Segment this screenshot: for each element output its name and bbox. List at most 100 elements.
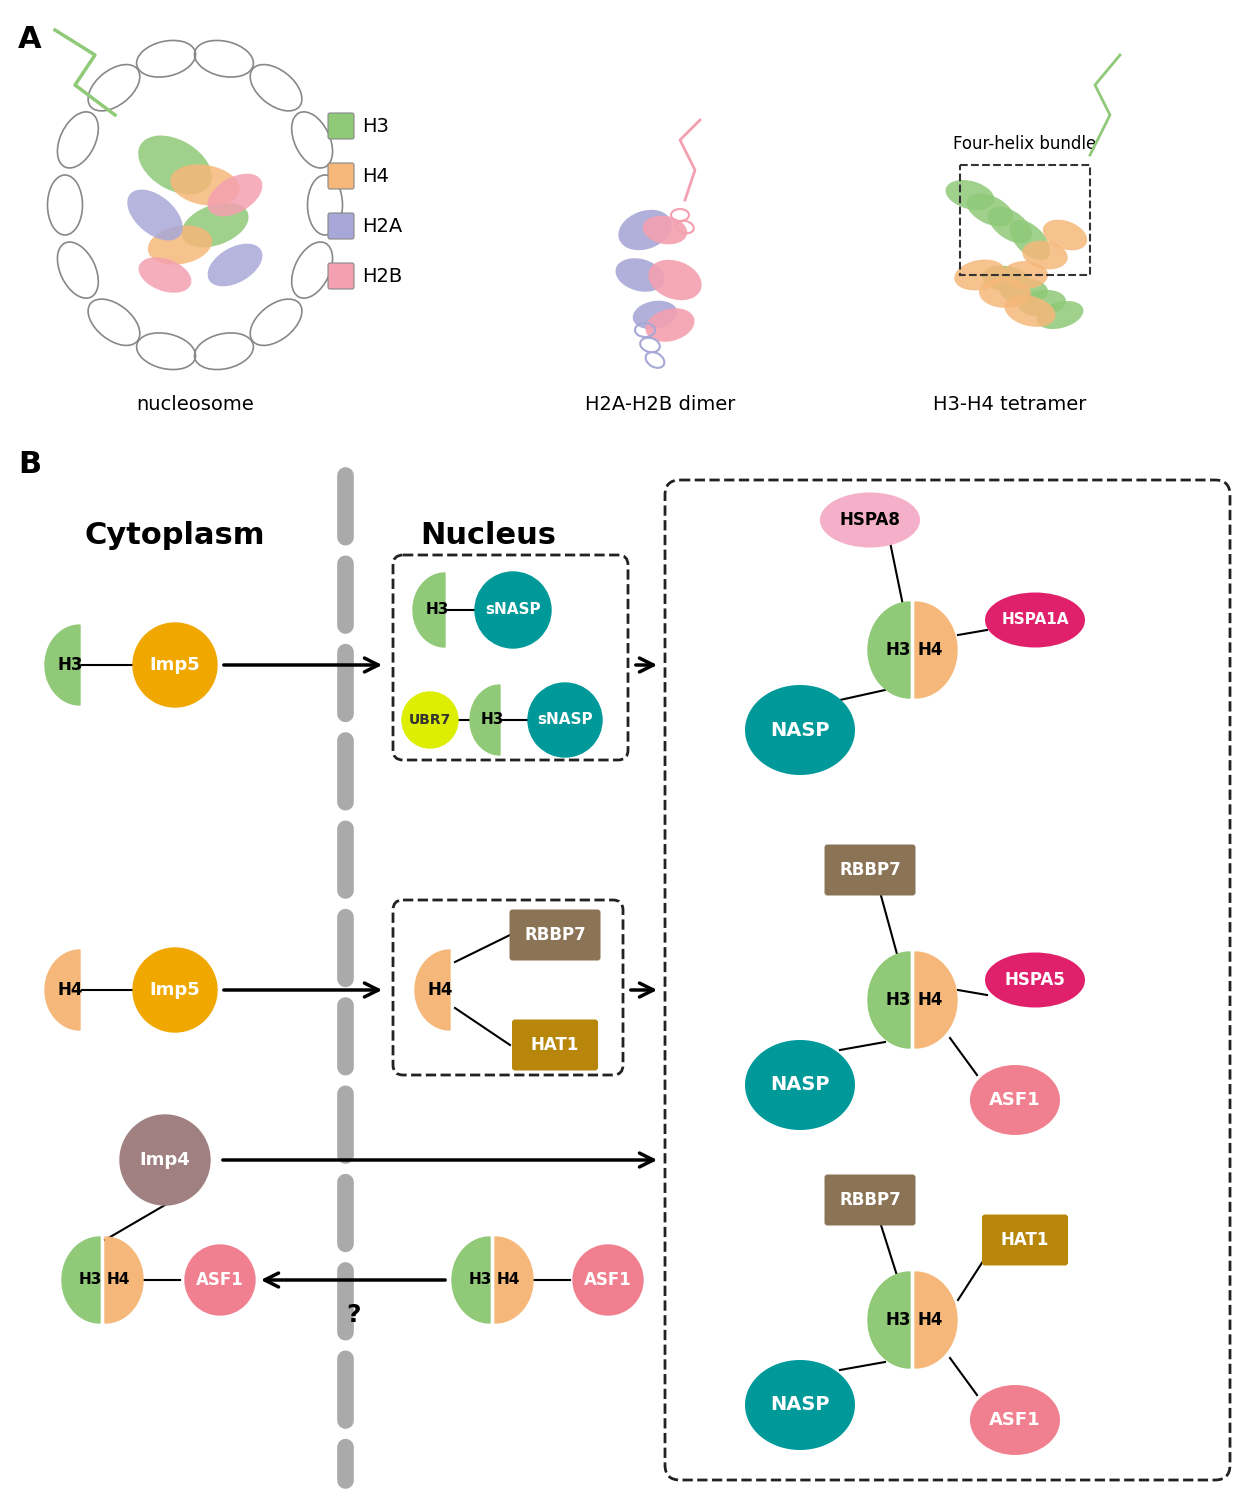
- Ellipse shape: [1019, 290, 1066, 316]
- Polygon shape: [413, 573, 445, 646]
- Text: NASP: NASP: [771, 720, 829, 740]
- Text: HAT1: HAT1: [1001, 1232, 1049, 1250]
- Text: ASF1: ASF1: [584, 1270, 632, 1288]
- Ellipse shape: [170, 165, 239, 206]
- Ellipse shape: [989, 207, 1032, 243]
- FancyBboxPatch shape: [512, 1020, 598, 1071]
- Text: sNASP: sNASP: [538, 712, 593, 728]
- Ellipse shape: [985, 952, 1085, 1008]
- Ellipse shape: [1000, 278, 1048, 304]
- Text: H3: H3: [480, 712, 504, 728]
- Text: H2A-H2B dimer: H2A-H2B dimer: [585, 394, 736, 414]
- Ellipse shape: [966, 194, 1014, 226]
- Ellipse shape: [1010, 219, 1050, 261]
- Text: Cytoplasm: Cytoplasm: [85, 520, 266, 549]
- Text: A: A: [18, 26, 41, 54]
- Text: H3: H3: [425, 603, 449, 618]
- Ellipse shape: [1036, 302, 1084, 328]
- Text: sNASP: sNASP: [485, 603, 541, 618]
- Text: H3-H4 tetramer: H3-H4 tetramer: [933, 394, 1086, 414]
- FancyBboxPatch shape: [328, 112, 355, 140]
- Text: UBR7: UBR7: [408, 712, 451, 728]
- Polygon shape: [415, 950, 450, 1030]
- Ellipse shape: [139, 258, 192, 292]
- Ellipse shape: [982, 266, 1030, 292]
- Polygon shape: [915, 952, 957, 1048]
- Ellipse shape: [128, 189, 183, 240]
- Ellipse shape: [645, 308, 694, 342]
- Ellipse shape: [208, 243, 262, 286]
- Ellipse shape: [1042, 219, 1088, 251]
- Text: ASF1: ASF1: [989, 1412, 1041, 1430]
- Polygon shape: [45, 950, 80, 1030]
- Text: ?: ?: [346, 1304, 361, 1328]
- Text: Four-helix bundle: Four-helix bundle: [954, 135, 1096, 153]
- Ellipse shape: [148, 225, 212, 264]
- Circle shape: [133, 948, 217, 1032]
- Text: H3: H3: [58, 656, 83, 674]
- Text: H4: H4: [58, 981, 83, 999]
- Ellipse shape: [182, 202, 248, 248]
- Text: RBBP7: RBBP7: [840, 1191, 901, 1209]
- Ellipse shape: [985, 592, 1085, 648]
- Text: Imp5: Imp5: [149, 656, 200, 674]
- Circle shape: [185, 1245, 256, 1316]
- Ellipse shape: [615, 258, 664, 292]
- Text: H2A: H2A: [362, 216, 402, 236]
- Polygon shape: [61, 1238, 100, 1323]
- Text: HSPA5: HSPA5: [1005, 970, 1065, 988]
- Text: RBBP7: RBBP7: [840, 861, 901, 879]
- Text: H3: H3: [469, 1272, 491, 1287]
- Text: RBBP7: RBBP7: [524, 926, 586, 944]
- Circle shape: [120, 1114, 211, 1204]
- FancyBboxPatch shape: [824, 1174, 916, 1225]
- FancyBboxPatch shape: [328, 262, 355, 290]
- Text: NASP: NASP: [771, 1395, 829, 1414]
- Ellipse shape: [138, 135, 212, 195]
- Ellipse shape: [946, 180, 995, 210]
- Ellipse shape: [746, 1040, 855, 1130]
- Text: H2B: H2B: [362, 267, 402, 285]
- Text: H4: H4: [917, 640, 942, 658]
- Polygon shape: [495, 1238, 533, 1323]
- Text: B: B: [18, 450, 41, 478]
- FancyBboxPatch shape: [328, 164, 355, 189]
- Polygon shape: [868, 602, 910, 698]
- Polygon shape: [868, 1272, 910, 1368]
- Ellipse shape: [970, 1384, 1060, 1455]
- FancyBboxPatch shape: [328, 213, 355, 238]
- Ellipse shape: [955, 260, 1006, 291]
- Text: HAT1: HAT1: [531, 1036, 579, 1054]
- Text: nucleosome: nucleosome: [137, 394, 254, 414]
- Text: H3: H3: [886, 1311, 911, 1329]
- Ellipse shape: [1022, 240, 1068, 270]
- Polygon shape: [915, 1272, 957, 1368]
- Text: H3: H3: [78, 1272, 101, 1287]
- Polygon shape: [105, 1238, 143, 1323]
- Polygon shape: [915, 602, 957, 698]
- Text: Imp5: Imp5: [149, 981, 200, 999]
- Text: H4: H4: [496, 1272, 520, 1287]
- Text: Nucleus: Nucleus: [420, 520, 556, 549]
- Ellipse shape: [970, 1065, 1060, 1136]
- Polygon shape: [470, 686, 500, 754]
- Circle shape: [528, 682, 601, 758]
- Text: Imp4: Imp4: [139, 1150, 190, 1168]
- Ellipse shape: [746, 1360, 855, 1450]
- Text: H3: H3: [886, 640, 911, 658]
- Ellipse shape: [643, 216, 688, 244]
- FancyBboxPatch shape: [510, 909, 600, 960]
- Text: ASF1: ASF1: [197, 1270, 244, 1288]
- Ellipse shape: [1002, 261, 1048, 290]
- Text: NASP: NASP: [771, 1076, 829, 1095]
- Polygon shape: [45, 626, 80, 705]
- FancyBboxPatch shape: [982, 1215, 1068, 1266]
- Text: H3: H3: [886, 992, 911, 1010]
- Ellipse shape: [819, 492, 920, 548]
- Text: H4: H4: [917, 992, 942, 1010]
- Circle shape: [475, 572, 551, 648]
- Text: ASF1: ASF1: [989, 1090, 1041, 1108]
- Text: HSPA8: HSPA8: [840, 512, 901, 530]
- Ellipse shape: [208, 174, 262, 216]
- Circle shape: [573, 1245, 643, 1316]
